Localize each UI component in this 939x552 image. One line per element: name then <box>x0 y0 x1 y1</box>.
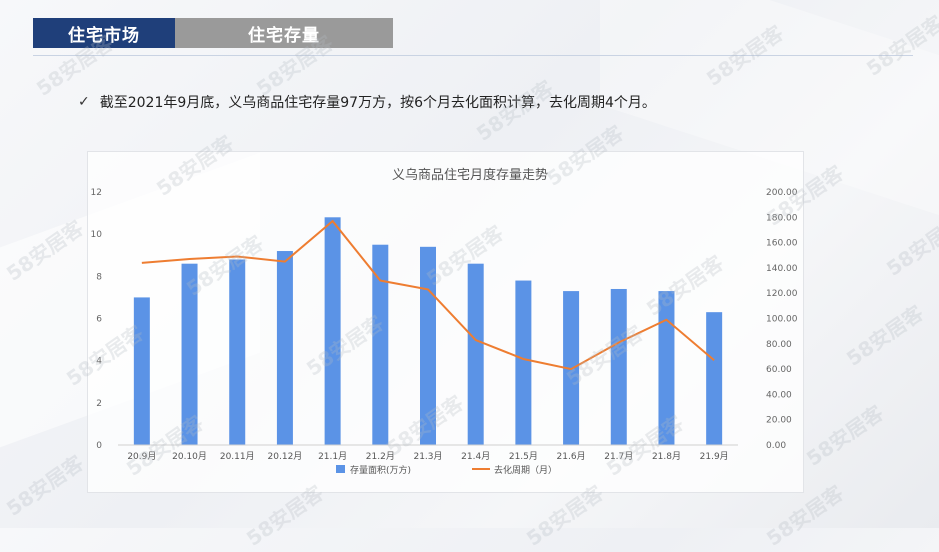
watermark-text: 58安居客 <box>1 450 88 521</box>
left-tick-label: 0 <box>96 441 102 451</box>
inventory-bar <box>420 246 436 445</box>
left-tick-label: 4 <box>96 357 102 367</box>
check-icon: ✓ <box>78 94 90 110</box>
right-axis: 0.00 20.00 40.00 60.00 80.00 100.00 120.00 140.… <box>766 188 798 451</box>
left-tick-label: 2 <box>96 399 102 409</box>
right-tick-label: 200.00 <box>766 188 798 198</box>
summary-text: 截至2021年9月底，义乌商品住宅存量97万方，按6个月去化面积计算，去化周期4… <box>99 95 656 111</box>
right-tick-label: 120.00 <box>766 289 798 299</box>
inventory-bar <box>467 263 484 445</box>
right-tick-label: 40.00 <box>766 390 792 400</box>
chart-container: 义乌商品住宅月度存量走势 0 2 4 6 8 10 12 0.00 20.00 40.00 60.… <box>87 151 804 493</box>
bar-series <box>133 217 723 445</box>
legend-bar-label: 存量面积(万方) <box>350 464 411 476</box>
legend-bar-swatch <box>336 465 345 473</box>
legend-line-label: 去化周期（月） <box>494 464 557 476</box>
inventory-bar <box>133 297 150 445</box>
x-tick-label: 21.2月 <box>366 451 395 462</box>
x-tick-label: 21.9月 <box>700 451 729 462</box>
right-tick-label: 180.00 <box>766 213 798 223</box>
watermark-text: 58安居客 <box>881 210 939 281</box>
x-tick-label: 20.9月 <box>127 451 156 462</box>
right-tick-label: 0.00 <box>766 441 786 451</box>
left-axis: 0 2 4 6 8 10 12 <box>91 188 103 451</box>
inventory-chart: 义乌商品住宅月度存量走势 0 2 4 6 8 10 12 0.00 20.00 40.00 60.… <box>91 167 798 476</box>
left-tick-label: 10 <box>91 230 103 240</box>
x-tick-label: 21.7月 <box>604 451 633 462</box>
left-tick-label: 12 <box>91 188 102 198</box>
right-tick-label: 20.00 <box>766 416 792 426</box>
inventory-bar <box>515 280 532 445</box>
legend: 存量面积(万方) 去化周期（月） <box>336 464 557 476</box>
watermark-text: 58安居客 <box>841 300 928 371</box>
left-tick-label: 6 <box>96 315 102 325</box>
inventory-bar <box>658 291 675 445</box>
right-tick-label: 60.00 <box>766 365 792 375</box>
inventory-bar <box>372 244 389 445</box>
line-series <box>141 219 715 371</box>
x-tick-label: 21.1月 <box>318 451 347 462</box>
inventory-bar <box>229 259 246 445</box>
inventory-bar <box>181 263 198 445</box>
right-tick-label: 80.00 <box>766 340 792 350</box>
tab-housing-market[interactable]: 住宅市场 <box>33 18 175 48</box>
x-tick-label: 20.10月 <box>172 451 207 462</box>
inventory-bar <box>706 312 723 445</box>
x-axis: 20.9月 20.10月 20.11月 20.12月 21.1月 21.2月 21.3月 21… <box>118 444 738 462</box>
header-divider <box>33 55 913 56</box>
inventory-bar <box>276 251 293 445</box>
chart-title: 义乌商品住宅月度存量走势 <box>392 167 548 183</box>
inventory-bar <box>610 288 627 445</box>
left-tick-label: 8 <box>96 272 102 282</box>
x-tick-label: 20.12月 <box>268 451 303 462</box>
watermark-text: 58安居客 <box>801 400 888 471</box>
x-tick-label: 21.3月 <box>413 451 442 462</box>
right-tick-label: 100.00 <box>766 315 798 325</box>
destock-cycle-line <box>141 219 715 371</box>
x-tick-label: 21.5月 <box>509 451 538 462</box>
x-tick-label: 21.4月 <box>461 451 490 462</box>
x-tick-label: 21.8月 <box>652 451 681 462</box>
inventory-bar <box>324 217 341 445</box>
section-header: 住宅市场 住宅存量 <box>33 18 393 48</box>
summary-bullet: ✓ 截至2021年9月底，义乌商品住宅存量97万方，按6个月去化面积计算，去化周… <box>78 92 656 112</box>
right-tick-label: 140.00 <box>766 264 798 274</box>
right-tick-label: 160.00 <box>766 239 798 249</box>
x-tick-label: 20.11月 <box>220 451 255 462</box>
x-tick-label: 21.6月 <box>557 451 586 462</box>
tab-housing-inventory[interactable]: 住宅存量 <box>175 18 393 48</box>
